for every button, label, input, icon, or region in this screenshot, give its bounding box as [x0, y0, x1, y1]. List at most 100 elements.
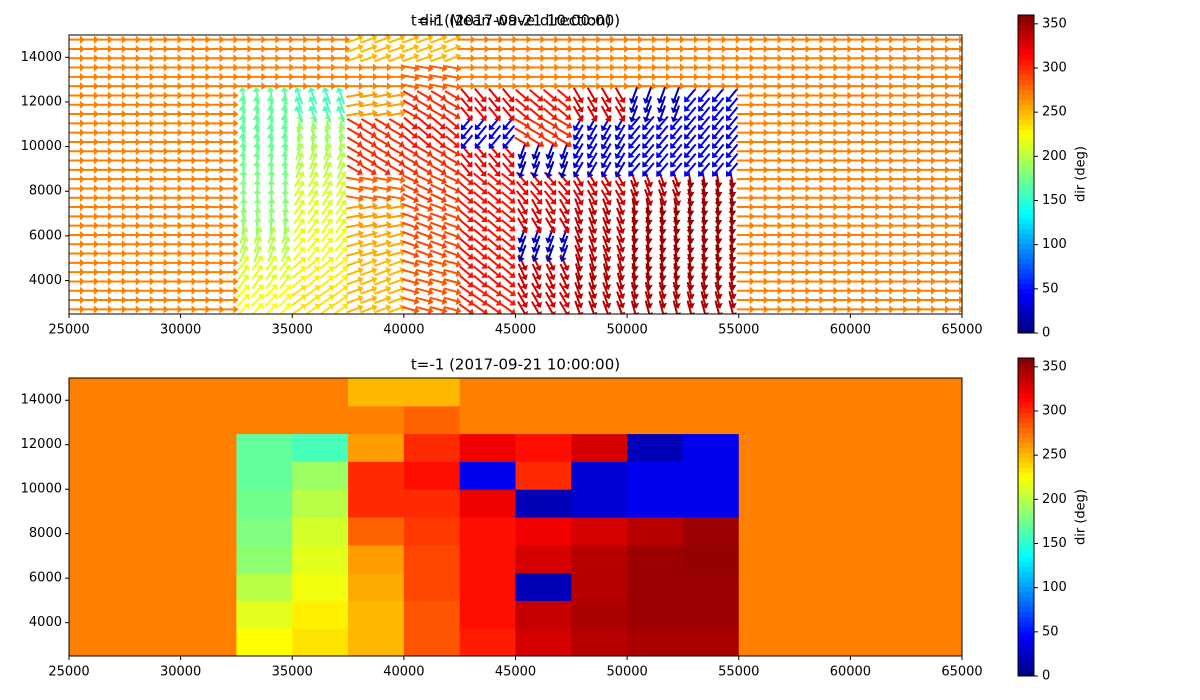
arrow [541, 54, 560, 63]
arrow [904, 296, 923, 305]
arrow [373, 194, 392, 203]
cell [236, 544, 293, 574]
arrow [946, 240, 962, 249]
arrow [69, 119, 85, 128]
colorbar-step [1018, 382, 1034, 389]
arrow [346, 276, 364, 286]
arrow [545, 282, 556, 299]
arrow [94, 63, 113, 72]
arrow [485, 44, 504, 53]
arrow [281, 188, 290, 207]
arrow [108, 286, 127, 295]
arrow [764, 212, 783, 221]
arrow [820, 110, 839, 119]
arrow [588, 300, 598, 314]
arrow [80, 286, 99, 295]
arrow [848, 63, 867, 72]
arrow [602, 235, 612, 253]
y-tick-label: 6000 [29, 228, 62, 243]
arrow [574, 226, 584, 244]
arrow [572, 142, 584, 160]
arrow [750, 156, 769, 165]
arrow [220, 221, 239, 230]
y-tick-label: 6000 [29, 571, 62, 586]
arrow [614, 133, 626, 150]
arrow [499, 63, 518, 72]
arrow [736, 128, 755, 137]
arrow [586, 152, 598, 169]
arrow [136, 156, 155, 165]
arrow [444, 174, 461, 185]
arrow [918, 230, 937, 239]
arrow [164, 184, 183, 193]
arrow [401, 82, 420, 91]
arrow [792, 63, 811, 72]
arrow [630, 291, 640, 309]
arrow [792, 119, 811, 128]
arrow [513, 72, 532, 81]
arrow [890, 184, 909, 193]
colorbar-step [1018, 526, 1034, 533]
colorbar-tick-label: 250 [1042, 105, 1067, 120]
colorbar-step [1018, 114, 1034, 120]
arrow [543, 180, 557, 196]
arrow [500, 256, 516, 269]
cell [124, 544, 182, 574]
arrow [670, 95, 680, 114]
arrow [588, 226, 598, 244]
colorbar-step [1018, 397, 1034, 404]
arrow [150, 82, 169, 91]
cell [682, 461, 740, 490]
arrow [416, 174, 433, 185]
colorbar-tick-label: 150 [1042, 536, 1067, 551]
arrow [281, 245, 291, 263]
arrow [918, 72, 937, 81]
arrow [750, 137, 769, 146]
arrow [501, 87, 515, 103]
arrow [164, 286, 183, 295]
arrow [253, 170, 262, 189]
arrow [373, 109, 392, 118]
arrow [834, 184, 853, 193]
arrow [374, 35, 392, 44]
arrow [848, 203, 867, 212]
colorbar-step [1018, 15, 1034, 21]
colorbar-tick-label: 50 [1042, 281, 1059, 296]
arrow [444, 145, 461, 157]
arrow [164, 230, 183, 239]
arrow [890, 268, 909, 277]
arrow [527, 63, 546, 72]
colorbar-step [1018, 223, 1034, 230]
arrow [792, 240, 811, 249]
colorbar-step [1018, 323, 1034, 329]
arrow [806, 193, 825, 202]
arrow [792, 128, 811, 137]
arrow [848, 221, 867, 230]
arrow [736, 110, 755, 119]
arrow [220, 63, 239, 72]
arrow [346, 43, 364, 53]
arrow [528, 98, 544, 111]
arrow [876, 249, 895, 258]
arrow [890, 156, 909, 165]
arrow [848, 268, 867, 277]
arrow [178, 63, 197, 72]
arrow [714, 244, 723, 263]
arrow [122, 286, 141, 295]
arrow [848, 72, 867, 81]
colorbar-step [1018, 318, 1034, 324]
arrow [501, 143, 515, 159]
arrow [531, 235, 541, 253]
arrow [192, 277, 211, 286]
arrow [750, 212, 769, 221]
colorbar-step [1018, 556, 1034, 563]
arrow [457, 63, 476, 72]
arrow [572, 96, 584, 113]
arrow [374, 267, 392, 277]
arrow [527, 72, 546, 81]
arrow [280, 151, 289, 170]
arrow [600, 189, 612, 206]
arrow [698, 125, 711, 140]
arrow [429, 73, 448, 82]
arrow [834, 249, 853, 258]
